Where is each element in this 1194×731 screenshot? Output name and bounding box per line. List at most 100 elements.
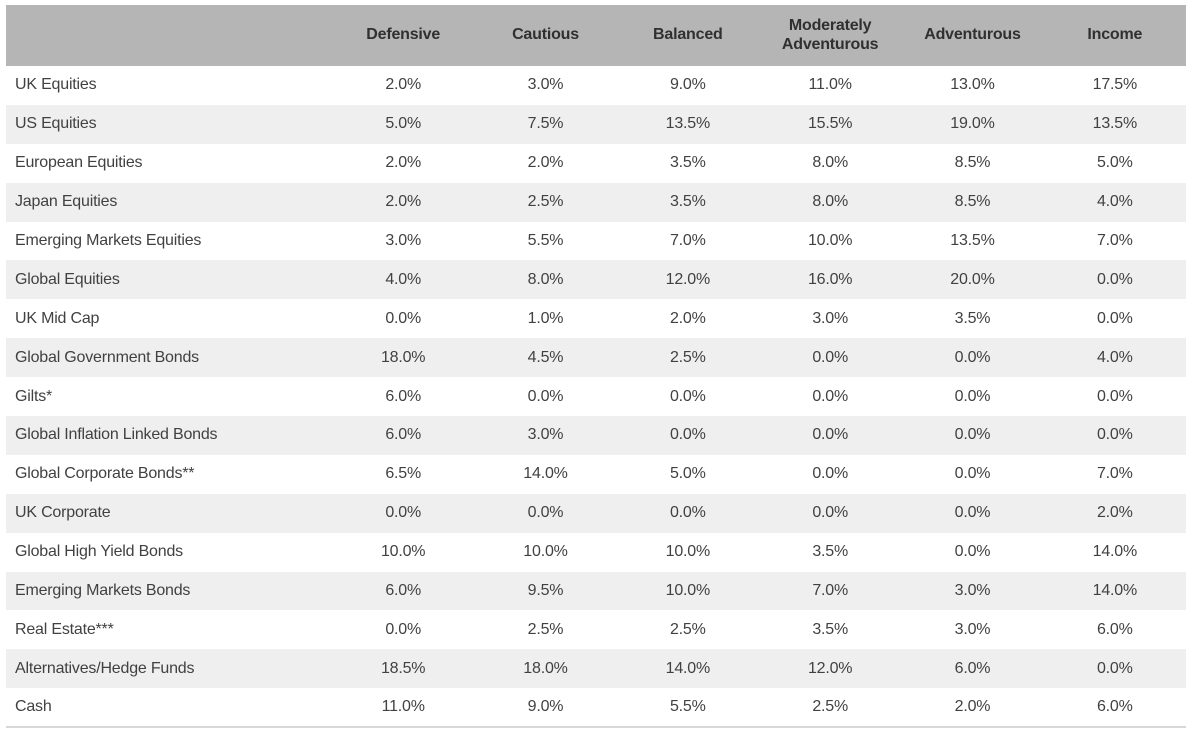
- allocation-value: 18.0%: [380, 348, 426, 366]
- allocation-value: 0.0%: [669, 504, 706, 522]
- allocation-value: 5.0%: [669, 465, 706, 483]
- table-row: Cash 11.0% 9.0% 5.5% 2.5% 2.0% 6.0%: [6, 688, 1186, 728]
- asset-name: Gilts*: [15, 387, 53, 405]
- allocation-value: 3.0%: [527, 426, 564, 444]
- header-row: Defensive Cautious Balanced Moderately A…: [6, 5, 1186, 66]
- table-row: US Equities 5.0% 7.5% 13.5% 15.5% 19.0% 13.5%: [6, 104, 1186, 144]
- asset-name: Japan Equities: [15, 193, 118, 211]
- table-row: Global Inflation Linked Bonds 6.0% 3.0% 0.0…: [6, 416, 1186, 455]
- table-row: Emerging Markets Bonds 6.0% 9.5% 10.0% 7.0% 3…: [6, 571, 1186, 611]
- allocation-value: 6.0%: [954, 659, 991, 677]
- allocation-value: 6.5%: [385, 465, 421, 483]
- table-row: UK Mid Cap 0.0% 1.0% 2.0% 3.0% 3.5% 0.0%: [6, 299, 1186, 339]
- allocation-value: 5.0%: [1096, 154, 1133, 172]
- allocation-value: 3.5%: [669, 193, 706, 211]
- allocation-value: 3.0%: [527, 76, 564, 94]
- allocation-value: 8.5%: [954, 154, 991, 172]
- allocation-value: 0.0%: [954, 387, 991, 405]
- allocation-value: 2.5%: [669, 620, 706, 638]
- allocation-value: 9.0%: [669, 76, 706, 94]
- allocation-value: 3.5%: [954, 309, 991, 327]
- allocation-value: 2.5%: [527, 620, 564, 638]
- allocation-value: 20.0%: [950, 270, 995, 288]
- asset-name: Global Corporate Bonds**: [15, 465, 195, 483]
- asset-name: Alternatives/Hedge Funds: [15, 659, 195, 677]
- asset-name: Real Estate***: [15, 620, 114, 638]
- allocation-value: 8.0%: [812, 154, 848, 172]
- allocation-value: 0.0%: [1096, 387, 1133, 405]
- allocation-value: 5.5%: [527, 232, 564, 249]
- allocation-value: 12.0%: [807, 659, 853, 677]
- allocation-value: 0.0%: [527, 387, 564, 405]
- allocation-value: 0.0%: [954, 426, 991, 444]
- asset-name: European Equities: [15, 154, 143, 172]
- allocation-value: 2.0%: [1096, 504, 1133, 522]
- column-header-balanced: Balanced: [616, 5, 759, 66]
- allocation-value: 8.0%: [812, 193, 848, 211]
- table-row: Gilts* 6.0% 0.0% 0.0% 0.0% 0.0% 0.0%: [6, 377, 1186, 417]
- allocation-value: 3.0%: [812, 309, 848, 327]
- allocation-value: 18.0%: [523, 659, 568, 677]
- allocation-value: 10.0%: [380, 543, 426, 561]
- allocation-value: 7.0%: [1096, 232, 1133, 249]
- asset-name: UK Equities: [15, 76, 97, 94]
- asset-name: Emerging Markets Bonds: [15, 582, 191, 600]
- allocation-value: 2.5%: [527, 193, 564, 211]
- allocation-value: 9.5%: [527, 582, 564, 600]
- allocation-value: 13.5%: [1092, 115, 1138, 133]
- allocation-value: 13.0%: [950, 76, 995, 94]
- table-row: Alternatives/Hedge Funds 18.5% 18.0% 14.0% 1…: [6, 649, 1186, 689]
- table-body: UK Equities 2.0% 3.0% 9.0% 11.0% 13.0% 17.5% US…: [6, 66, 1186, 728]
- allocation-value: 13.5%: [950, 232, 995, 249]
- allocation-value: 0.0%: [385, 504, 421, 522]
- allocation-value: 0.0%: [1096, 426, 1133, 444]
- allocation-value: 0.0%: [812, 426, 848, 444]
- column-header-income: Income: [1043, 5, 1186, 66]
- asset-name: Global High Yield Bonds: [15, 543, 183, 561]
- allocation-value: 6.0%: [1096, 620, 1133, 638]
- table-row: UK Corporate 0.0% 0.0% 0.0% 0.0% 0.0% 2.0%: [6, 493, 1186, 533]
- allocation-value: 6.0%: [1096, 698, 1133, 716]
- allocation-value: 2.5%: [812, 698, 848, 716]
- allocation-value: 19.0%: [950, 115, 995, 133]
- allocation-value: 2.0%: [527, 154, 564, 172]
- allocation-value: 10.0%: [665, 582, 711, 600]
- allocation-value: 0.0%: [669, 387, 706, 405]
- allocation-value: 11.0%: [808, 76, 852, 94]
- allocation-value: 3.5%: [669, 154, 706, 172]
- allocation-value: 2.0%: [669, 309, 706, 327]
- asset-name: Global Inflation Linked Bonds: [15, 426, 218, 444]
- column-header-defensive: Defensive: [332, 5, 475, 66]
- allocation-value: 0.0%: [812, 348, 848, 366]
- allocation-value: 4.0%: [1096, 193, 1133, 211]
- asset-name: Cash: [15, 698, 52, 716]
- table-row: Global Government Bonds 18.0% 4.5% 2.5% 0.0%…: [6, 338, 1186, 378]
- allocation-value: 0.0%: [1096, 659, 1133, 677]
- allocation-value: 13.5%: [665, 115, 711, 133]
- allocation-value: 2.0%: [385, 76, 421, 94]
- table-row: Real Estate*** 0.0% 2.5% 2.5% 3.5% 3.0% 6.0%: [6, 610, 1186, 650]
- allocation-value: 0.0%: [385, 620, 421, 638]
- allocation-value: 18.5%: [380, 659, 426, 677]
- asset-name: Emerging Markets Equities: [15, 232, 202, 249]
- allocation-value: 0.0%: [812, 465, 848, 483]
- allocation-value: 16.0%: [807, 270, 853, 288]
- allocation-value: 6.0%: [385, 387, 421, 405]
- allocation-value: 3.0%: [954, 620, 991, 638]
- allocation-value: 7.0%: [669, 232, 706, 249]
- table-row: Global High Yield Bonds 10.0% 10.0% 10.0% 3.…: [6, 532, 1186, 572]
- column-header-asset: [6, 5, 332, 66]
- table-header: Defensive Cautious Balanced Moderately A…: [6, 5, 1186, 66]
- allocation-value: 6.0%: [385, 426, 421, 444]
- allocation-table: Defensive Cautious Balanced Moderately A…: [6, 5, 1186, 729]
- allocation-value: 2.5%: [669, 348, 706, 366]
- allocation-value: 10.0%: [807, 232, 853, 249]
- allocation-value: 11.0%: [381, 698, 425, 716]
- table-row: Japan Equities 2.0% 2.5% 3.5% 8.0% 8.5% 4.0%: [6, 182, 1186, 222]
- asset-name: Global Government Bonds: [15, 348, 199, 366]
- table-row: UK Equities 2.0% 3.0% 9.0% 11.0% 13.0% 17.5%: [6, 66, 1186, 105]
- allocation-value: 5.5%: [669, 698, 706, 716]
- column-header-cautious: Cautious: [474, 5, 617, 66]
- allocation-value: 14.0%: [523, 465, 568, 483]
